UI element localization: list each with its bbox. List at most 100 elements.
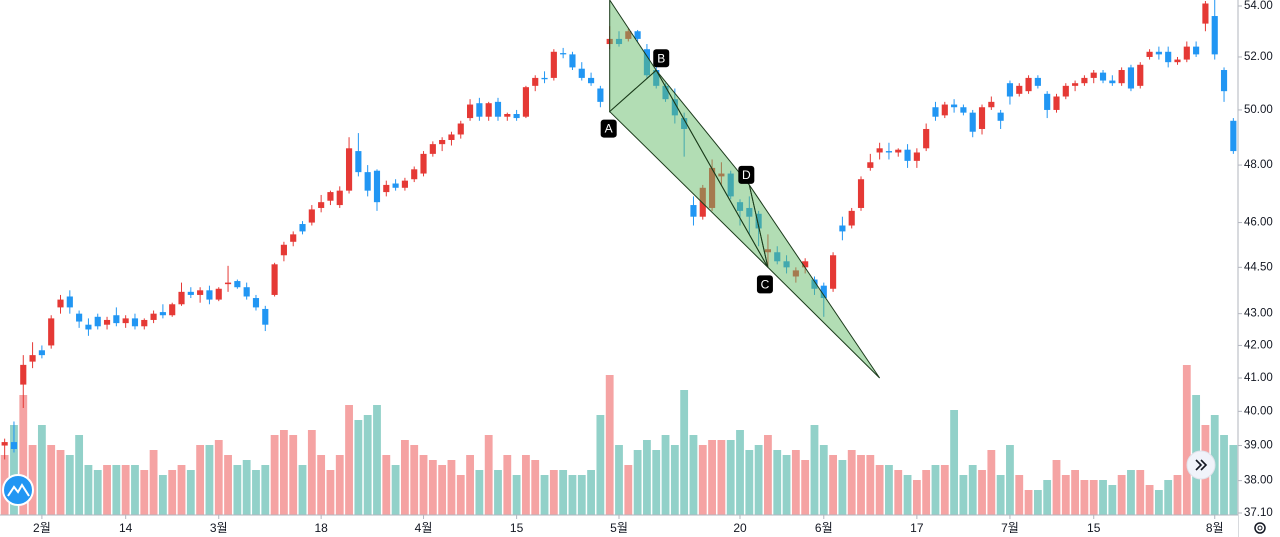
candle-body — [867, 162, 874, 168]
candle-body — [38, 350, 45, 356]
candle-body — [66, 296, 73, 308]
candle-body — [690, 205, 697, 217]
candle-body — [876, 148, 883, 153]
x-tick-label: 4월 — [415, 521, 433, 535]
candle-body — [392, 183, 399, 188]
volume-bar — [1154, 490, 1163, 515]
candle-body — [20, 364, 27, 385]
candle-body — [29, 355, 36, 362]
volume-bar — [326, 470, 335, 515]
candle-body — [94, 316, 101, 327]
candle-body — [122, 318, 129, 324]
volume-bar — [1229, 445, 1238, 515]
volume-bar — [503, 455, 512, 515]
candle-body — [978, 107, 986, 129]
logo-button[interactable] — [2, 474, 34, 506]
volume-bar — [764, 435, 772, 515]
volume-bar — [857, 455, 865, 515]
volume-layer — [0, 365, 1238, 515]
candle-body — [10, 442, 18, 450]
volume-bar — [866, 455, 875, 515]
candle-body — [1090, 72, 1097, 78]
candle-body — [885, 151, 893, 153]
x-tick-label: 7월 — [1001, 521, 1019, 535]
candle-body — [578, 68, 585, 78]
volume-bar — [84, 465, 93, 515]
volume-bar — [494, 470, 502, 515]
candle-body — [941, 104, 948, 116]
volume-bar — [224, 455, 232, 515]
candle-body — [830, 255, 837, 289]
volume-bar — [903, 475, 912, 515]
candle-body — [857, 179, 865, 208]
candle-body — [318, 202, 325, 208]
candle-body — [997, 112, 1004, 121]
candle-body — [271, 264, 278, 295]
pattern-label-box — [600, 119, 617, 138]
volume-bar — [1099, 480, 1107, 515]
candle-body — [252, 298, 260, 308]
volume-bar — [279, 430, 288, 515]
volume-bar — [782, 455, 791, 515]
candle-body — [457, 123, 464, 135]
candle-body — [48, 318, 55, 346]
candle-body — [383, 184, 390, 193]
volume-bar — [419, 455, 428, 515]
candle-body — [1099, 72, 1107, 81]
candle-body — [960, 107, 967, 113]
volume-bar — [1080, 480, 1089, 515]
candle-body — [103, 319, 111, 325]
x-tick-label: 2월 — [33, 521, 51, 535]
volume-bar — [10, 425, 18, 515]
y-tick-label: 37.10 — [1244, 507, 1273, 519]
candle-body — [1072, 83, 1079, 86]
volume-bar — [1173, 475, 1182, 515]
candle-body — [1127, 67, 1135, 89]
volume-bar — [801, 460, 810, 515]
settings-button[interactable] — [1254, 522, 1266, 534]
candle-body — [951, 104, 958, 108]
candle-body — [1034, 77, 1041, 86]
candle-body — [476, 103, 483, 117]
volume-bar — [959, 475, 968, 515]
volume-bar — [1136, 470, 1145, 515]
volume-bar — [131, 465, 139, 515]
candle-body — [420, 153, 427, 174]
volume-bar — [819, 445, 828, 515]
candle-body — [308, 209, 315, 223]
pattern-label-box — [653, 49, 670, 68]
candle-body — [820, 285, 827, 299]
candle-body — [1109, 80, 1116, 84]
candle-body — [802, 261, 809, 268]
volume-bar — [37, 425, 46, 515]
scroll-right-button[interactable] — [1186, 450, 1216, 480]
volume-bar — [643, 440, 651, 515]
y-tick-label: 44.50 — [1244, 261, 1273, 273]
volume-bar — [28, 445, 37, 515]
candle-body — [197, 290, 204, 295]
volume-bar — [438, 465, 447, 515]
volume-bar — [708, 440, 716, 515]
candle-body — [1220, 70, 1228, 92]
price-axis — [1238, 0, 1280, 537]
candle-body — [243, 287, 250, 297]
volume-bar — [522, 455, 530, 515]
candle-body — [1202, 3, 1209, 24]
candle-body — [1183, 46, 1190, 60]
candle-body — [848, 210, 855, 226]
volume-bar — [754, 445, 763, 515]
volume-bar — [773, 450, 782, 515]
candle-body — [597, 88, 604, 102]
volume-bar — [1220, 435, 1228, 515]
volume-bar — [75, 435, 84, 515]
pattern-label: C — [761, 278, 770, 292]
candle-body — [1155, 51, 1162, 55]
pattern-label: D — [742, 168, 751, 182]
volume-bar — [214, 440, 223, 515]
volume-bar — [978, 470, 986, 515]
volume-bar — [698, 445, 707, 515]
volume-bar — [307, 430, 316, 515]
volume-bar — [466, 455, 474, 515]
x-tick-label: 18 — [314, 521, 328, 535]
